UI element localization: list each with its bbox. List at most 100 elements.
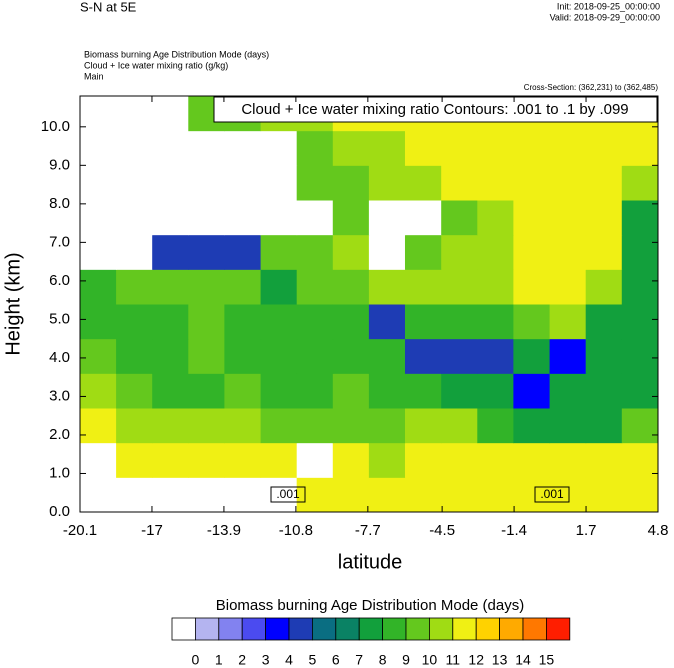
contour-cell xyxy=(332,165,370,201)
y-tick-label: 4.0 xyxy=(49,349,70,366)
contour-cell xyxy=(332,304,370,340)
colorbar-box xyxy=(311,617,337,641)
contour-cell xyxy=(404,442,442,478)
field-label: Cloud + Ice water mixing ratio (g/kg) xyxy=(84,60,228,70)
contour-cell xyxy=(549,130,587,166)
contour-cell xyxy=(477,130,514,166)
contour-cell xyxy=(549,269,587,305)
x-tick-label: -20.1 xyxy=(63,522,97,539)
contour-cell xyxy=(441,200,478,236)
contour-cell xyxy=(80,304,117,340)
contour-cell xyxy=(188,234,225,270)
contour-cell xyxy=(549,408,587,444)
contour-cell xyxy=(549,165,587,201)
contour-cell xyxy=(441,130,478,166)
contour-cell xyxy=(368,477,406,513)
contour-cell xyxy=(152,269,189,305)
field-label: Biomass burning Age Distribution Mode (d… xyxy=(84,49,269,59)
contour-cell xyxy=(188,130,225,166)
contour-cell xyxy=(188,373,225,409)
contour-cell xyxy=(332,408,370,444)
contour-cell xyxy=(332,373,370,409)
contour-cell xyxy=(441,373,478,409)
contour-cell xyxy=(80,200,117,236)
contour-cell xyxy=(116,408,153,444)
colorbar-box xyxy=(499,617,524,641)
contour-label-box xyxy=(534,486,570,503)
contour-cell xyxy=(80,130,117,166)
contour-cell xyxy=(621,477,659,513)
contour-cell xyxy=(260,269,298,305)
contour-cell xyxy=(152,96,189,132)
contour-cell xyxy=(188,165,225,201)
contour-cell xyxy=(585,130,623,166)
colorbar-box xyxy=(265,617,290,641)
colorbar-label: 0 xyxy=(192,652,200,668)
contour-cell xyxy=(260,338,298,374)
contour-cell xyxy=(621,338,659,374)
colorbar-box xyxy=(475,617,501,641)
colorbar-label: 5 xyxy=(309,652,317,668)
contour-cell xyxy=(477,408,514,444)
contour-cell xyxy=(441,304,478,340)
contour-cell xyxy=(260,304,298,340)
contour-cell xyxy=(404,234,442,270)
contour-cell xyxy=(80,269,117,305)
y-tick-label: 8.0 xyxy=(49,195,70,212)
colorbar-box xyxy=(194,617,220,641)
contour-cell xyxy=(477,200,514,236)
contour-cell xyxy=(80,408,117,444)
contour-cell xyxy=(152,477,189,513)
contour-cell xyxy=(332,338,370,374)
contour-cell xyxy=(296,130,334,166)
contour-cell xyxy=(368,200,406,236)
contour-cell xyxy=(621,269,659,305)
contour-cell xyxy=(368,130,406,166)
contour-cell xyxy=(513,338,551,374)
contour-cell xyxy=(224,373,262,409)
colorbar-title: Biomass burning Age Distribution Mode (d… xyxy=(216,597,524,614)
y-tick-label: 10.0 xyxy=(41,118,70,135)
contour-cell xyxy=(296,165,334,201)
contour-cell xyxy=(260,200,298,236)
contour-cell xyxy=(621,234,659,270)
colorbar-label: 14 xyxy=(515,652,531,668)
contour-cell xyxy=(549,304,587,340)
contour-cell xyxy=(296,442,334,478)
contour-cell xyxy=(368,338,406,374)
contour-cell xyxy=(152,338,189,374)
contour-cell xyxy=(549,200,587,236)
contour-cell xyxy=(224,477,262,513)
contour-cell xyxy=(513,477,551,513)
contour-cell xyxy=(116,200,153,236)
contour-cell xyxy=(224,165,262,201)
contour-cell xyxy=(513,408,551,444)
colorbar-box xyxy=(522,617,547,641)
contour-cell xyxy=(332,442,370,478)
contour-cell xyxy=(477,269,514,305)
y-tick-label: 3.0 xyxy=(49,387,70,404)
contour-cell xyxy=(621,304,659,340)
contour-cell xyxy=(80,234,117,270)
contour-cell xyxy=(260,165,298,201)
y-tick-label: 9.0 xyxy=(49,156,70,173)
contour-cell xyxy=(224,338,262,374)
colorbar-label: 6 xyxy=(332,652,340,668)
contour-cell xyxy=(80,96,117,132)
contour-cell xyxy=(513,130,551,166)
contour-label: .001 xyxy=(276,487,300,501)
contour-cell xyxy=(441,408,478,444)
contour-cell xyxy=(116,442,153,478)
contour-cell xyxy=(585,269,623,305)
contour-cell xyxy=(224,234,262,270)
y-tick-label: 2.0 xyxy=(49,426,70,443)
contour-cell xyxy=(404,165,442,201)
contour-cell xyxy=(296,200,334,236)
y-tick-label: 6.0 xyxy=(49,272,70,289)
contour-cell xyxy=(585,165,623,201)
contour-cell xyxy=(368,442,406,478)
contour-cell xyxy=(296,304,334,340)
contour-cell xyxy=(477,234,514,270)
contour-cell xyxy=(332,200,370,236)
x-tick-label: -13.9 xyxy=(207,522,241,539)
